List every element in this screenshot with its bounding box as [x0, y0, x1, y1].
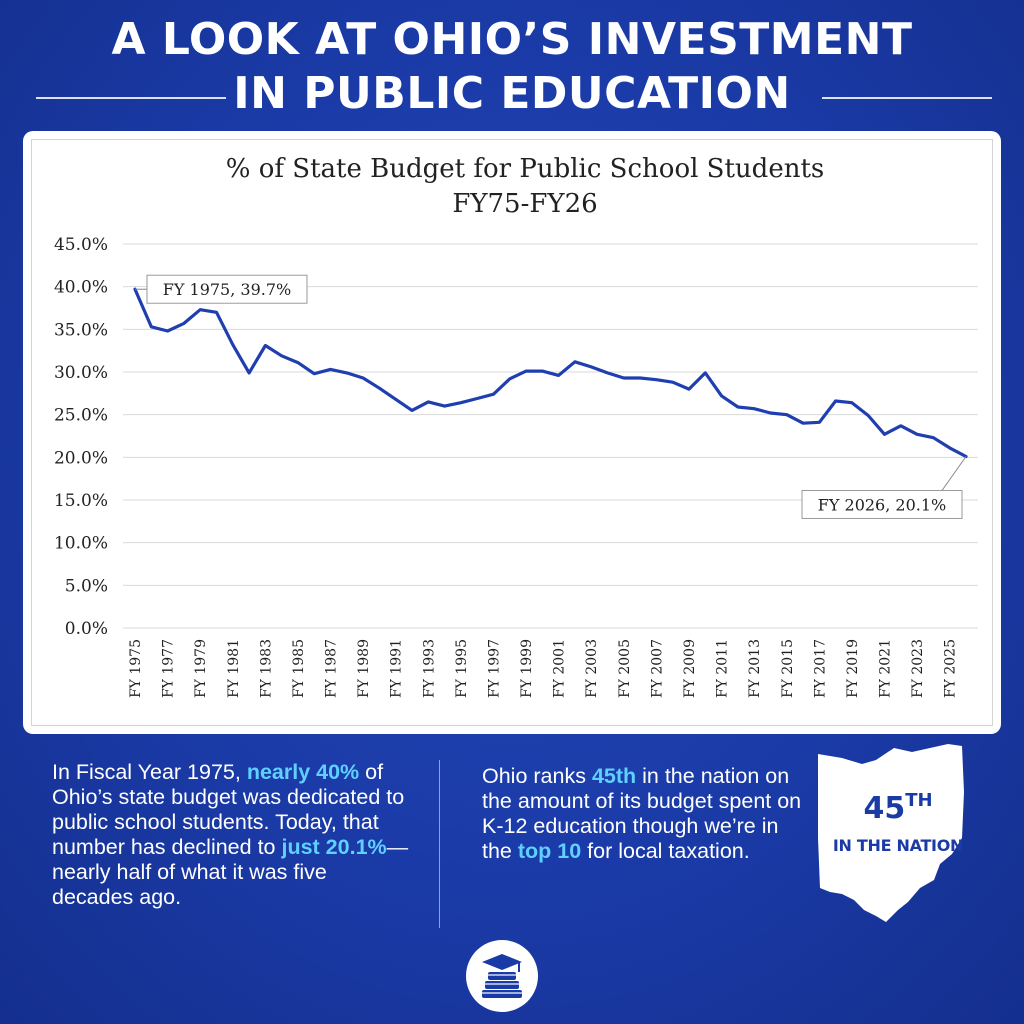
- x-tick-label: FY 2011: [715, 639, 731, 698]
- y-tick-label: 20.0%: [54, 448, 108, 468]
- y-tick-label: 5.0%: [65, 576, 108, 596]
- left-text-part-1: In Fiscal Year 1975,: [52, 760, 247, 784]
- y-tick-label: 30.0%: [54, 363, 108, 383]
- x-tick-label: FY 2015: [780, 639, 796, 698]
- x-tick-label: FY 1991: [389, 639, 405, 698]
- left-text-part-2: of Ohio’s state budget was dedicated to …: [52, 760, 405, 859]
- rank-number-suffix: TH: [905, 790, 933, 811]
- y-tick-label: 40.0%: [54, 278, 108, 298]
- x-tick-label: FY 1977: [161, 639, 177, 698]
- chart-subtitle: FY75-FY26: [452, 189, 597, 219]
- y-tick-label: 35.0%: [54, 320, 108, 340]
- right-text-part-3: for local taxation.: [581, 839, 750, 863]
- y-tick-label: 45.0%: [54, 235, 108, 255]
- x-tick-label: FY 1997: [486, 639, 502, 698]
- x-tick-label: FY 1989: [356, 639, 372, 698]
- x-tick-label: FY 1979: [193, 639, 209, 698]
- x-tick-label: FY 1993: [421, 639, 437, 698]
- annotation-label: FY 1975, 39.7%: [163, 280, 291, 299]
- left-text-part-3: —nearly half of what it was five decades…: [52, 835, 409, 909]
- y-tick-label: 25.0%: [54, 406, 108, 426]
- left-highlight-40: nearly 40%: [246, 760, 360, 784]
- rank-caption: IN THE NATION: [832, 836, 964, 855]
- chart-title: % of State Budget for Public School Stud…: [226, 154, 825, 184]
- right-text-part-2: in the nation on the amount of its budge…: [482, 764, 802, 863]
- ohio-state-outline-icon: [818, 744, 964, 922]
- x-tick-label: FY 2003: [584, 639, 600, 698]
- x-tick-label: FY 2019: [845, 639, 861, 698]
- x-tick-label: FY 1981: [226, 639, 242, 698]
- x-tick-label: FY 2025: [943, 639, 959, 698]
- annotation-leader: [941, 456, 967, 491]
- x-tick-label: FY 2023: [910, 639, 926, 698]
- rank-number: 45TH: [836, 790, 960, 826]
- page-title-line-1: A LOOK AT OHIO’S INVESTMENT: [111, 14, 913, 65]
- text-divider: [439, 760, 440, 928]
- x-tick-label: FY 1975: [128, 639, 144, 698]
- rank-number-value: 45: [863, 791, 906, 826]
- y-tick-label: 0.0%: [65, 619, 108, 639]
- left-highlight-20: just 20.1%: [281, 835, 387, 859]
- right-highlight-45th: 45th: [591, 764, 637, 788]
- x-tick-label: FY 1985: [291, 639, 307, 698]
- x-tick-label: FY 2007: [649, 639, 665, 698]
- right-summary-text: Ohio ranks 45th in the nation on the amo…: [482, 764, 812, 864]
- annotation-box: [146, 274, 308, 304]
- title-rule-right: [822, 97, 992, 99]
- y-tick-label: 10.0%: [54, 534, 108, 554]
- y-axis-ticks: 0.0% 5.0% 10.0% 15.0% 20.0% 25.0% 30.0% 35.0% 40…: [54, 235, 108, 639]
- x-tick-label: FY 1983: [258, 639, 274, 698]
- x-tick-label: FY 1995: [454, 639, 470, 698]
- line-chart: % of State Budget for Public School Stud…: [54, 154, 978, 698]
- x-tick-label: FY 1987: [324, 639, 340, 698]
- graduation-cap-books-icon: [466, 940, 538, 1012]
- x-tick-label: FY 2013: [747, 639, 763, 698]
- right-highlight-top10: top 10: [517, 839, 582, 863]
- annotations: FY 1975, 39.7% FY 2026, 20.1%: [135, 274, 967, 519]
- annotation-label: FY 2026, 20.1%: [818, 495, 946, 514]
- annotation-box: [801, 489, 963, 519]
- y-tick-label: 15.0%: [54, 491, 108, 511]
- series-line: [133, 287, 968, 459]
- x-tick-label: FY 1999: [519, 639, 535, 698]
- left-summary-text: In Fiscal Year 1975, nearly 40% of Ohio’…: [52, 760, 412, 910]
- title-rule-left: [36, 97, 226, 99]
- page-title-line-2: IN PUBLIC EDUCATION: [233, 68, 791, 119]
- chart-card: % of State Budget for Public School Stud…: [23, 131, 1001, 734]
- x-axis-ticks: FY 1975 FY 1977 FY 1979 FY 1981 FY 1983 FY 19…: [128, 639, 959, 698]
- x-tick-label: FY 2001: [552, 639, 568, 698]
- chart-frame: [31, 139, 993, 726]
- x-tick-label: FY 2005: [617, 639, 633, 698]
- x-tick-label: FY 2009: [682, 639, 698, 698]
- x-tick-label: FY 2017: [812, 639, 828, 698]
- right-text-part-1: Ohio ranks: [482, 764, 592, 788]
- x-tick-label: FY 2021: [878, 639, 894, 698]
